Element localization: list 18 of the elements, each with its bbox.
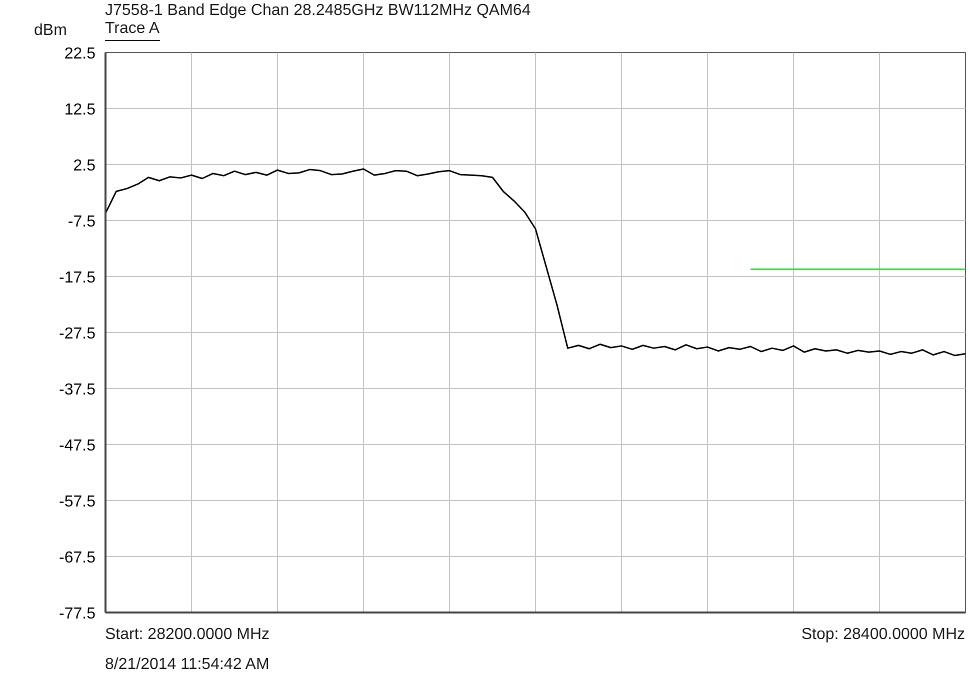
text: 8/21/2014 11:54:42 AM: [105, 655, 270, 675]
y-tick-label: 2.5: [73, 158, 96, 174]
text: Stop: 28400.0000 MHz: [801, 625, 965, 645]
y-tick-label: -57.5: [59, 494, 96, 510]
text: Start: 28200.0000 MHz: [105, 625, 270, 645]
y-tick-label: -27.5: [59, 326, 96, 342]
line-series: [106, 168, 966, 356]
chart-title: J7558-1 Band Edge Chan 28.2485GHz BW112MHz QAM64: [105, 2, 531, 19]
y-tick-label: -37.5: [59, 382, 96, 398]
y-tick-label: -77.5: [59, 606, 96, 622]
y-tick-label: -67.5: [59, 550, 96, 566]
y-tick-label: -17.5: [59, 270, 96, 286]
y-tick-label: -7.5: [68, 214, 96, 230]
y-tick-label: 12.5: [64, 102, 96, 118]
y-axis-title: dBm: [34, 21, 67, 41]
y-tick-label: 22.5: [64, 46, 96, 62]
text: Trace A: [105, 20, 160, 41]
y-tick-label: -47.5: [59, 438, 96, 454]
